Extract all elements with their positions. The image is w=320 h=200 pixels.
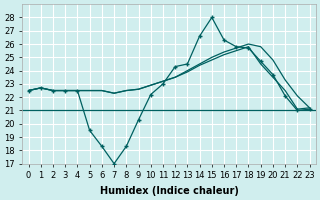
X-axis label: Humidex (Indice chaleur): Humidex (Indice chaleur) xyxy=(100,186,238,196)
